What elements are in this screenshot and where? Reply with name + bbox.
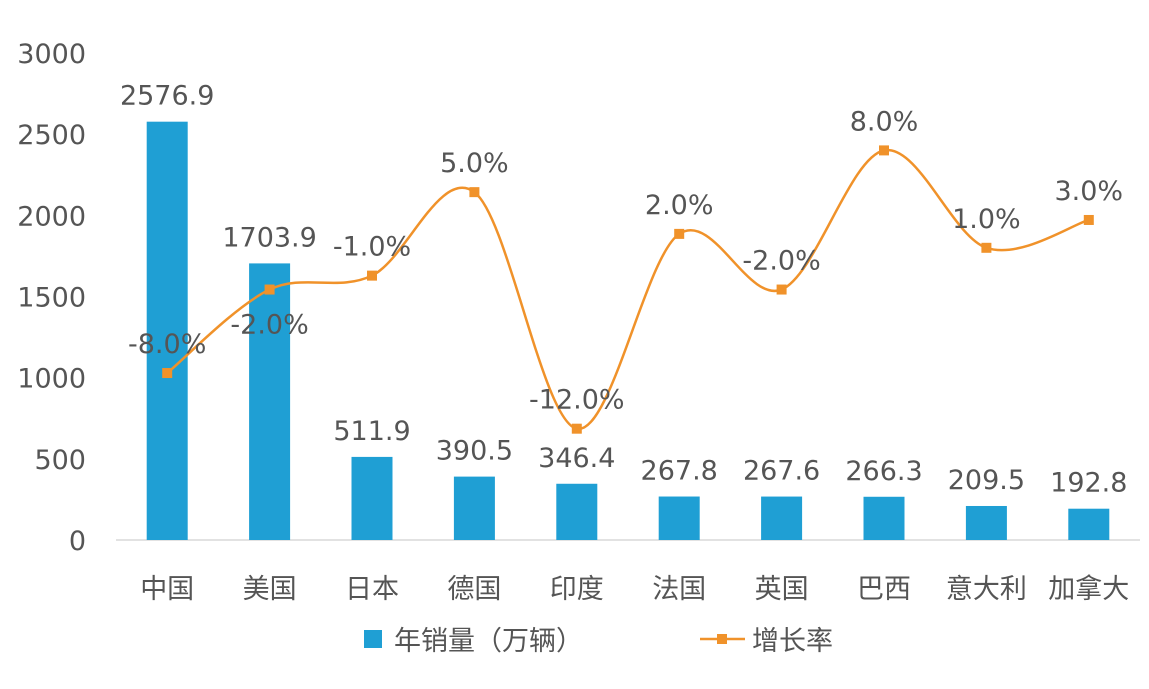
- line-marker: [776, 284, 787, 295]
- line-marker: [367, 270, 377, 281]
- x-axis: 中国 美国 日本 德国 印度 法国 英国 巴西 意大利 加拿大: [140, 574, 1129, 605]
- bar: [249, 263, 291, 540]
- bar-data-label: 267.8: [641, 456, 718, 487]
- legend-line-label: 增长率: [752, 626, 833, 657]
- bar-data-labels: 2576.9 1703.9 511.9 390.5 346.4 267.8 267.6 266…: [120, 81, 1127, 499]
- line-data-label: -12.0%: [529, 385, 625, 416]
- line-data-label: -2.0%: [742, 246, 820, 277]
- bar-data-label: 192.8: [1050, 468, 1127, 499]
- bar-data-label: 267.6: [743, 456, 820, 487]
- line-data-label: -8.0%: [128, 329, 206, 360]
- x-tick-label: 日本: [345, 574, 399, 605]
- bar-data-label: 511.9: [333, 416, 410, 447]
- bar: [556, 483, 598, 540]
- line-data-label: 5.0%: [440, 148, 509, 179]
- line-marker: [981, 242, 992, 253]
- bar-data-label: 346.4: [538, 443, 615, 474]
- legend-item-bar: 年销量（万辆）: [364, 626, 583, 657]
- y-axis: 0 500 1000 1500 2000 2500 3000: [17, 39, 86, 557]
- y-tick-label: 3000: [17, 39, 86, 70]
- x-tick-label: 英国: [755, 574, 809, 605]
- y-tick-label: 0: [69, 526, 86, 557]
- line-data-label: -1.0%: [333, 232, 411, 263]
- line-data-label: 2.0%: [645, 190, 714, 221]
- growth-rate-markers: [162, 145, 1094, 434]
- y-tick-label: 1500: [17, 283, 86, 314]
- x-tick-label: 德国: [447, 574, 501, 605]
- x-tick-label: 中国: [140, 574, 194, 605]
- x-tick-label: 印度: [550, 574, 604, 605]
- bar: [351, 456, 393, 540]
- line-data-label: 8.0%: [850, 106, 919, 137]
- legend: 年销量（万辆） 增长率: [364, 626, 833, 657]
- legend-line-marker: [717, 634, 727, 644]
- x-tick-label: 巴西: [857, 574, 911, 605]
- line-marker: [469, 187, 480, 198]
- bar-data-label: 2576.9: [120, 81, 214, 112]
- bar-series: [146, 121, 1110, 541]
- line-marker: [571, 423, 582, 434]
- y-tick-label: 2500: [17, 120, 86, 151]
- bar-data-label: 390.5: [436, 436, 513, 467]
- y-tick-label: 1000: [17, 364, 86, 395]
- y-tick-label: 2000: [17, 201, 86, 232]
- x-tick-label: 加拿大: [1048, 574, 1129, 605]
- legend-item-line: 增长率: [700, 626, 833, 657]
- bar: [965, 505, 1007, 540]
- line-data-label: 3.0%: [1054, 176, 1123, 207]
- legend-bar-swatch: [364, 630, 382, 648]
- line-marker: [879, 145, 889, 156]
- line-data-label: 1.0%: [952, 204, 1021, 235]
- legend-bar-label: 年销量（万辆）: [394, 626, 583, 657]
- line-marker: [674, 228, 685, 239]
- bar-data-label: 1703.9: [222, 222, 316, 253]
- bar: [658, 496, 700, 540]
- bar: [863, 496, 905, 540]
- line-data-label: -2.0%: [230, 310, 308, 341]
- bar: [1068, 508, 1110, 540]
- x-tick-label: 美国: [243, 574, 297, 605]
- x-tick-label: 意大利: [946, 574, 1027, 605]
- growth-rate-line: [166, 149, 1090, 430]
- x-tick-label: 法国: [652, 574, 706, 605]
- line-marker: [162, 368, 173, 379]
- y-tick-label: 500: [34, 445, 86, 476]
- bar-data-label: 209.5: [948, 465, 1025, 496]
- bar: [453, 476, 495, 540]
- line-marker: [264, 284, 275, 295]
- bar-data-label: 266.3: [845, 456, 922, 487]
- bar: [761, 496, 803, 540]
- line-marker: [1083, 214, 1094, 225]
- growth-rate-labels: -8.0% -2.0% -1.0% 5.0% -12.0% 2.0% -2.0% 8.0% 1.…: [128, 106, 1123, 415]
- bar: [146, 121, 188, 541]
